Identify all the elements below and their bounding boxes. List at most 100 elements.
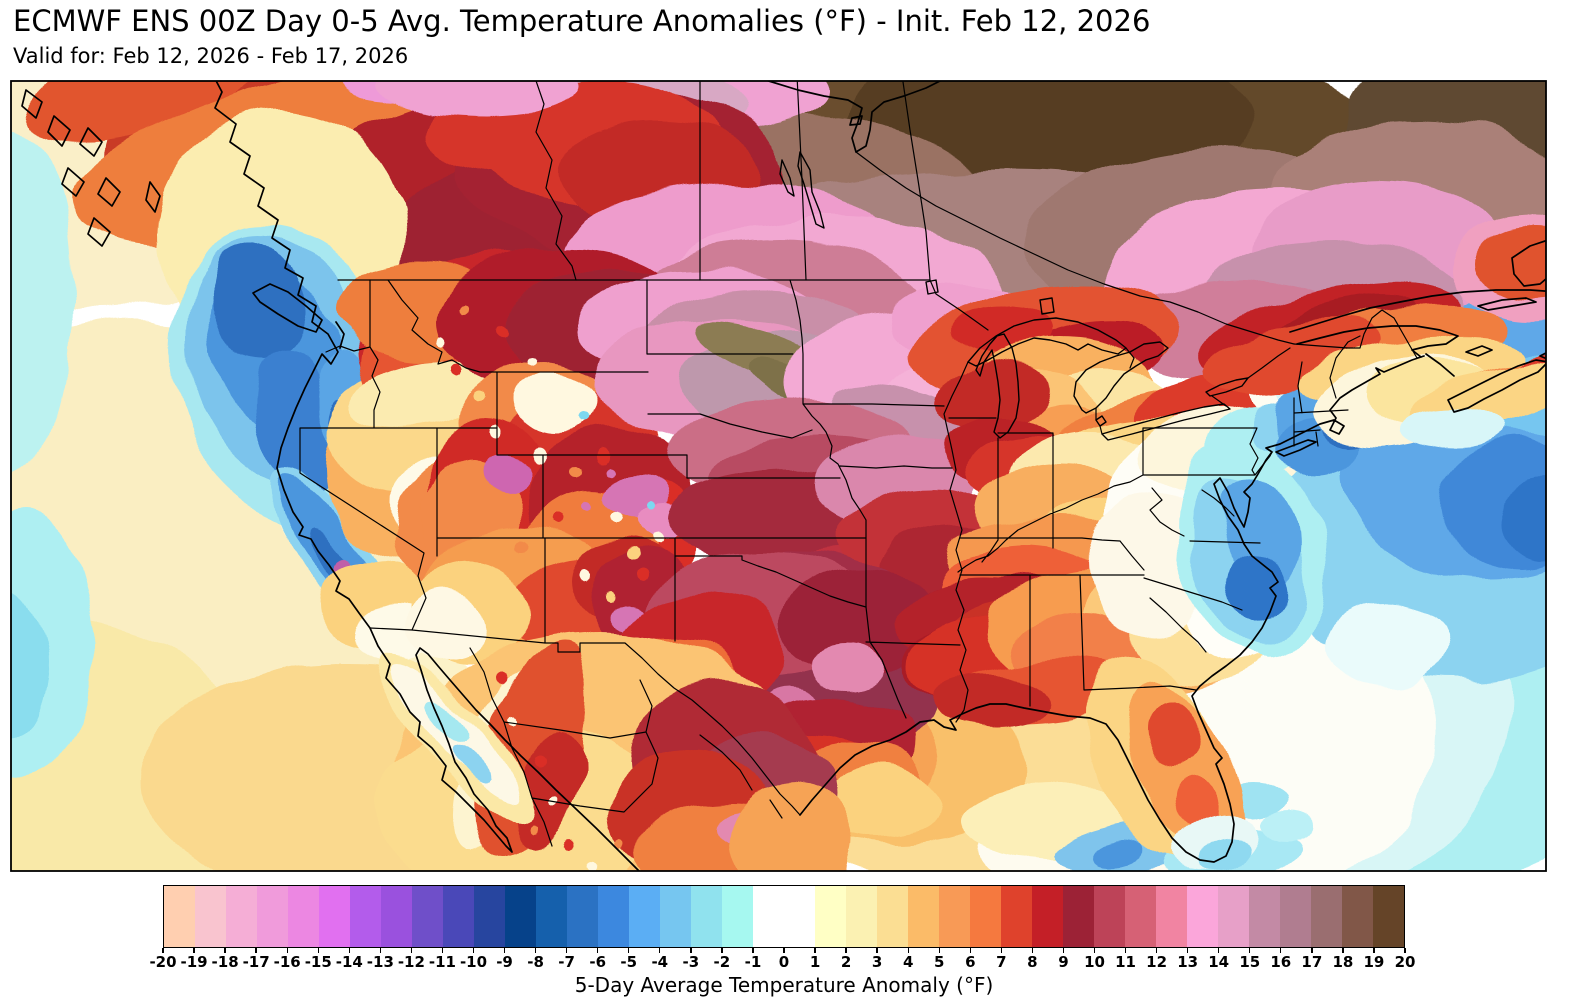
colorbar-cell xyxy=(1342,886,1373,947)
colorbar-cell xyxy=(505,886,536,947)
colorbar-cell xyxy=(443,886,474,947)
anomaly-blob xyxy=(1173,774,1219,830)
colorbar-cell xyxy=(319,886,350,947)
colorbar-cell xyxy=(784,886,815,947)
coastline-path xyxy=(1275,439,1317,457)
anomaly-blob xyxy=(1498,478,1546,562)
colorbar-cell xyxy=(815,886,846,947)
terrain-speckle xyxy=(511,717,521,727)
anomaly-blob xyxy=(404,595,488,659)
colorbar-cell xyxy=(722,886,753,947)
terrain-speckle xyxy=(617,837,627,847)
colorbar-cell xyxy=(350,886,381,947)
colorbar-cell xyxy=(1218,886,1249,947)
terrain-speckle xyxy=(587,857,597,867)
terrain-speckle xyxy=(519,539,531,551)
terrain-speckle xyxy=(554,514,566,526)
colorbar-cell xyxy=(1094,886,1125,947)
terrain-speckle xyxy=(494,424,506,436)
colorbar-cell xyxy=(1280,886,1311,947)
anomaly-blob xyxy=(780,570,944,674)
anomaly-blob xyxy=(1192,838,1252,871)
admin-border-path xyxy=(337,279,1425,435)
colorbar-cell xyxy=(1311,886,1342,947)
coastline-path xyxy=(765,81,942,153)
anomaly-blob xyxy=(1262,809,1314,835)
colorbar-cell xyxy=(846,886,877,947)
terrain-speckle xyxy=(525,355,535,365)
coastline-path xyxy=(799,355,1425,863)
anomaly-blob xyxy=(1090,836,1146,864)
terrain-speckle xyxy=(605,465,615,475)
map-frame xyxy=(10,80,1547,872)
anomaly-blob xyxy=(11,130,74,470)
colorbar-cell xyxy=(474,886,505,947)
colorbar-cell xyxy=(1063,886,1094,947)
terrain-speckle xyxy=(646,501,654,509)
anomaly-blob xyxy=(1330,603,1450,687)
coastline-path xyxy=(21,89,345,349)
coastline-path xyxy=(214,81,641,871)
admin-border-path xyxy=(865,335,1361,723)
colorbar-cell xyxy=(195,886,226,947)
terrain-speckle xyxy=(527,827,537,837)
admin-border-path xyxy=(646,279,953,608)
anomaly-blob xyxy=(730,780,854,871)
anomaly-blob xyxy=(207,241,305,363)
anomaly-blob xyxy=(820,766,944,838)
colorbar-cell xyxy=(1187,886,1218,947)
terrain-speckle xyxy=(569,464,581,476)
terrain-speckle xyxy=(580,415,590,425)
colorbar-label: 5-Day Average Temperature Anomaly (°F) xyxy=(574,973,994,997)
colorbar-cell xyxy=(226,886,257,947)
terrain-speckle xyxy=(605,590,615,600)
terrain-speckle xyxy=(534,756,546,768)
anomaly-blob xyxy=(930,364,1054,430)
colorbar-cell xyxy=(536,886,567,947)
colorbar-cell xyxy=(660,886,691,947)
terrain-speckle xyxy=(624,549,636,561)
anomaly-blob xyxy=(30,81,270,142)
colorbar-cell xyxy=(1032,886,1063,947)
great-lakes-layer xyxy=(779,151,1249,441)
colorbar-cell xyxy=(970,886,1001,947)
colorbar-cell xyxy=(288,886,319,947)
terrain-speckle xyxy=(649,534,661,546)
admin-border-path xyxy=(535,81,1295,345)
colorbar-cell xyxy=(908,886,939,947)
anomaly-blob xyxy=(480,453,532,491)
anomaly-blob xyxy=(425,693,471,743)
state-borders-layer xyxy=(299,81,1425,847)
colorbar-cell xyxy=(412,886,443,947)
terrain-speckle xyxy=(449,364,461,376)
admin-border-path xyxy=(299,279,867,816)
anomaly-blob xyxy=(378,81,582,117)
colorbar-cell xyxy=(1125,886,1156,947)
colorbar xyxy=(163,885,1405,948)
valid-period-subtitle: Valid for: Feb 12, 2026 - Feb 17, 2026 xyxy=(13,44,409,68)
colorbar-cell xyxy=(257,886,288,947)
coastline-layer xyxy=(21,81,1546,871)
colorbar-cell xyxy=(567,886,598,947)
colorbar-cell xyxy=(1373,886,1404,947)
anomaly-blob xyxy=(11,595,46,735)
page-title: ECMWF ENS 00Z Day 0-5 Avg. Temperature A… xyxy=(13,4,1151,38)
anomaly-blob xyxy=(1148,701,1200,763)
colorbar-cell xyxy=(753,886,784,947)
colorbar-cell xyxy=(939,886,970,947)
anomaly-blob xyxy=(350,361,494,429)
colorbar-cell xyxy=(877,886,908,947)
colorbar-cell xyxy=(381,886,412,947)
terrain-speckle xyxy=(459,304,471,316)
lake-outline-path xyxy=(779,151,1249,441)
anomaly-field-layer xyxy=(11,81,1546,871)
anomaly-blob xyxy=(514,370,598,434)
admin-border-path xyxy=(469,647,783,847)
terrain-speckle xyxy=(500,325,510,335)
terrain-speckle xyxy=(474,389,486,401)
terrain-speckle xyxy=(634,569,646,581)
anomaly-blob xyxy=(811,644,883,690)
colorbar-cell xyxy=(691,886,722,947)
